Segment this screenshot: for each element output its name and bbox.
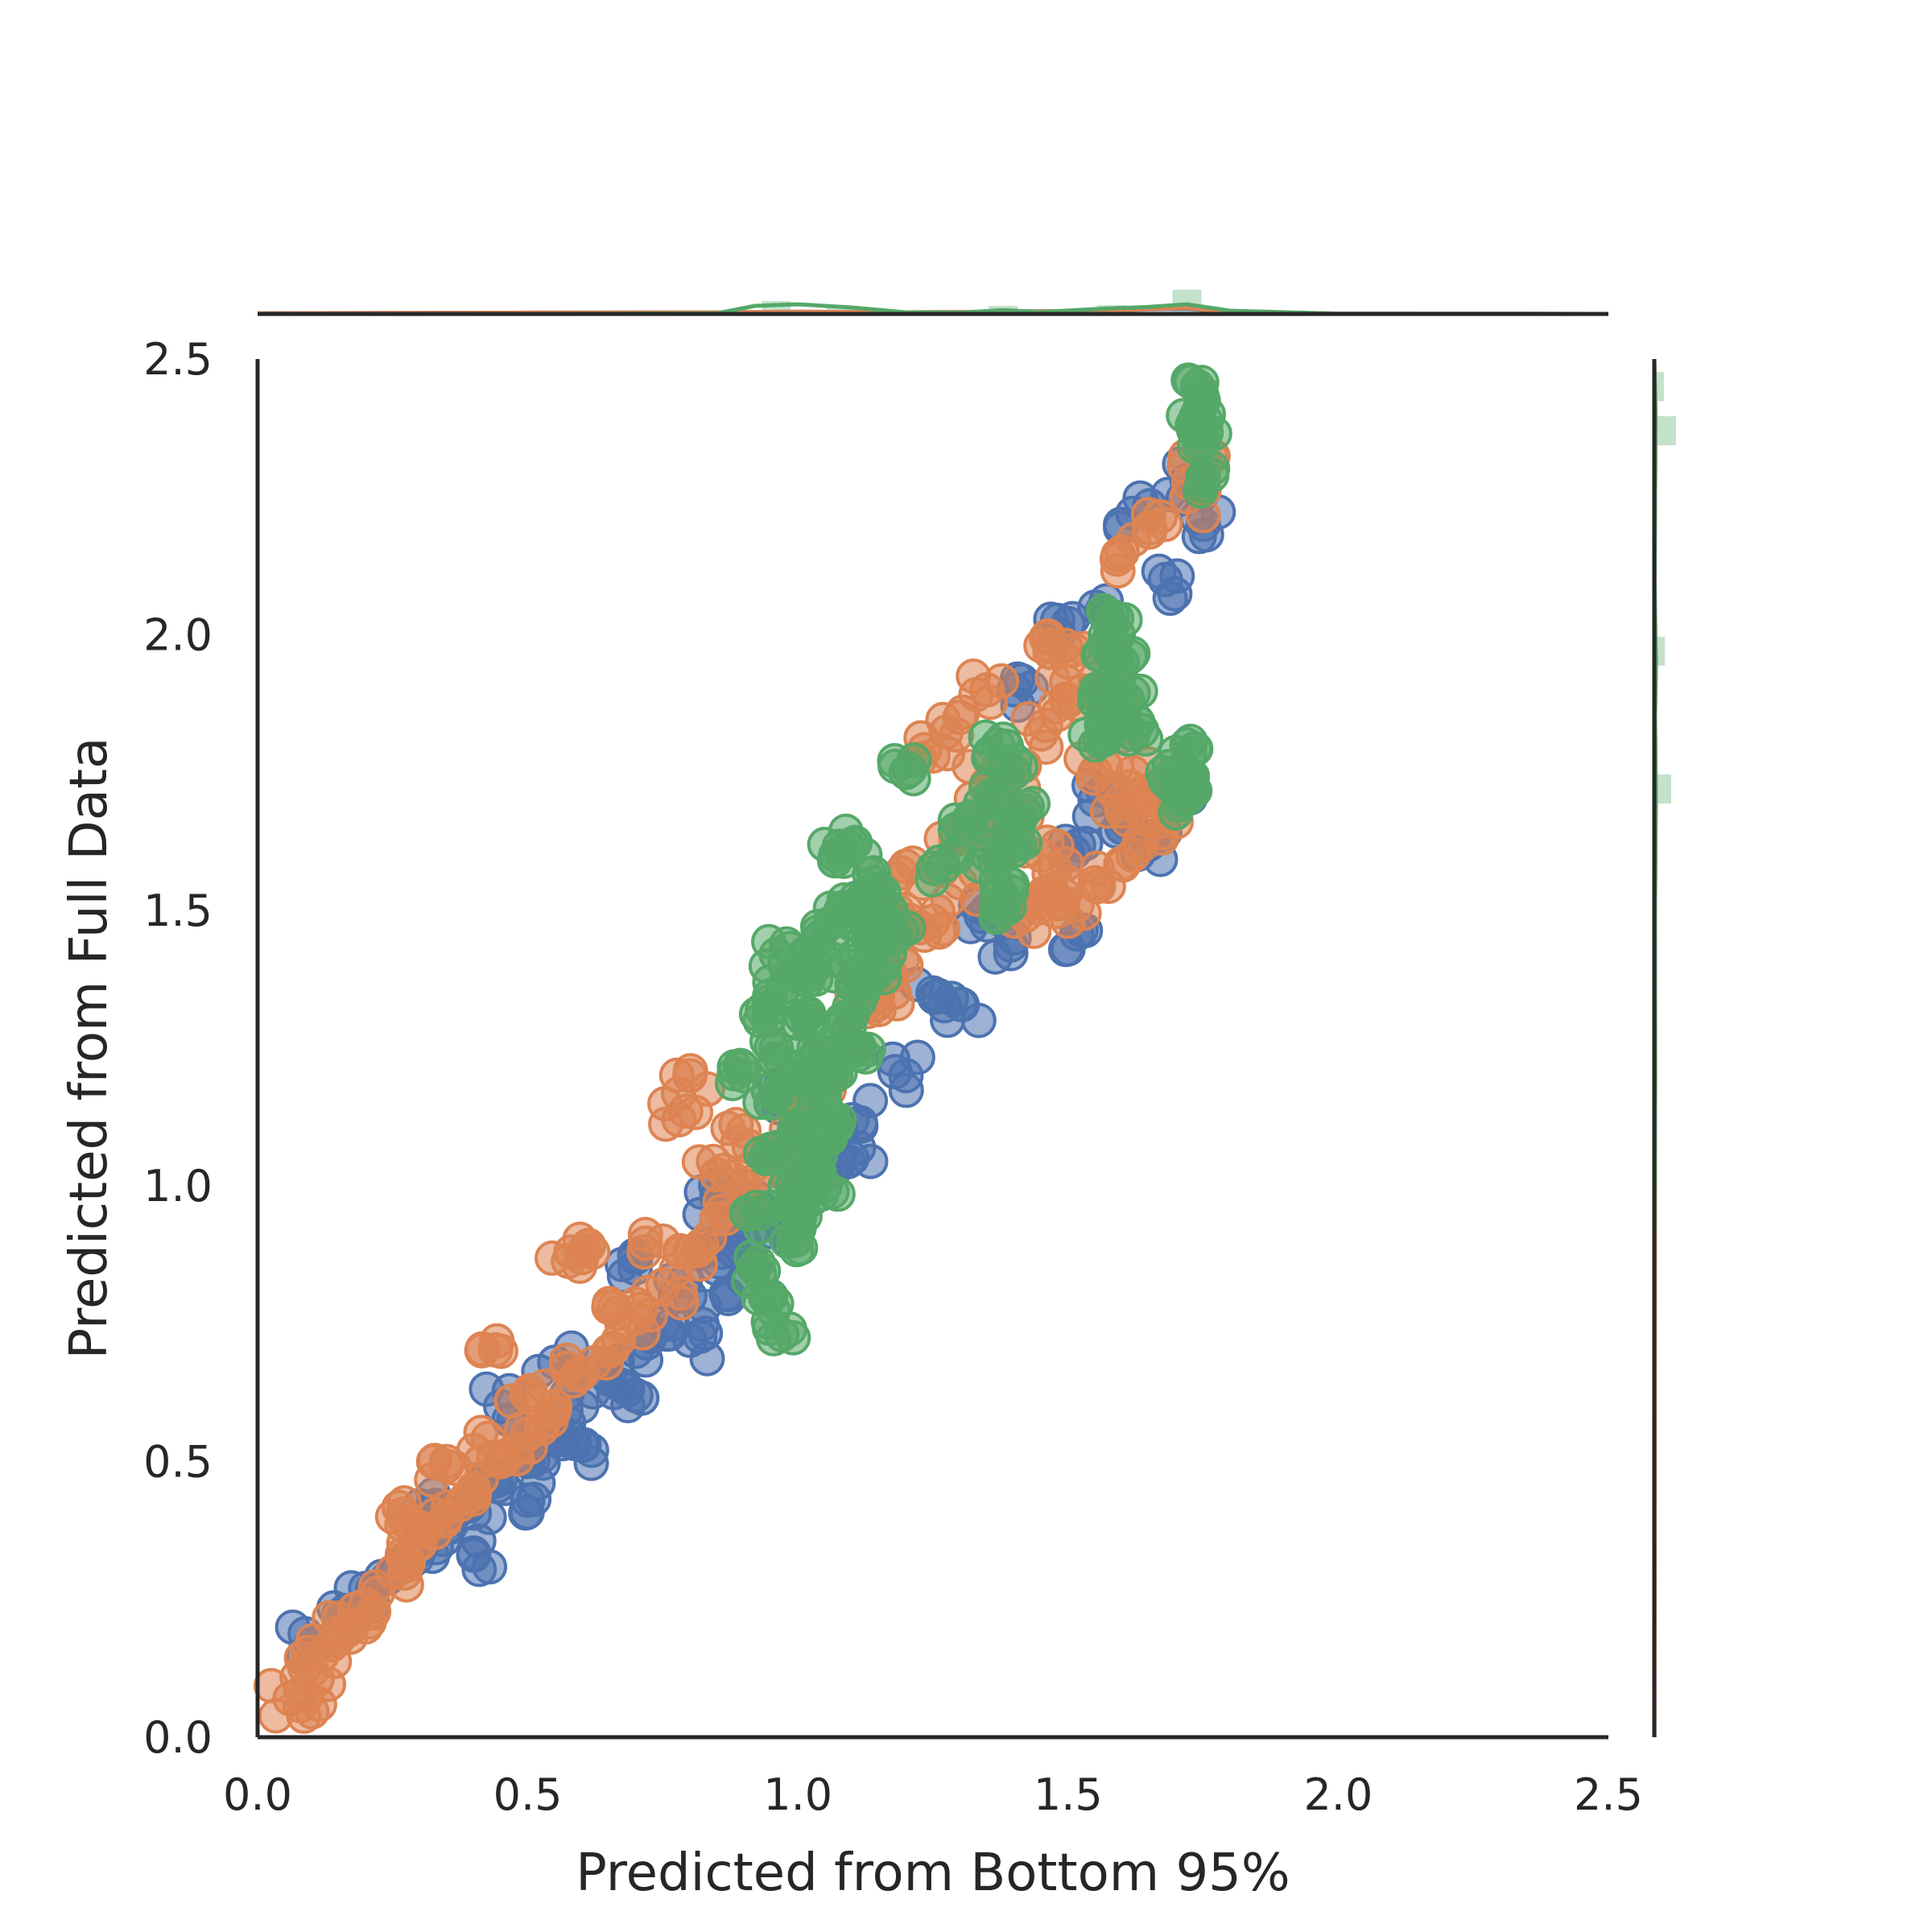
point-orange-76-3 [290, 1634, 326, 1670]
point-blue-29-3 [877, 1054, 913, 1090]
point-green-50-4 [1124, 712, 1160, 749]
y-tick-label: 0.5 [143, 1437, 213, 1488]
point-orange-58-3 [509, 1377, 545, 1413]
point-orange-37-3 [1090, 869, 1126, 904]
point-green-2-4 [742, 1135, 778, 1171]
point-green-31-4 [837, 824, 873, 861]
point-blue-21-3 [456, 1535, 492, 1571]
x-tick-label: 1.0 [763, 1769, 832, 1820]
point-orange-59-3 [605, 1308, 640, 1344]
top-kde-green [258, 302, 1609, 316]
point-orange-71-3 [1028, 620, 1064, 656]
y-tick-label: 2.5 [143, 334, 213, 385]
point-orange-75-3 [332, 1619, 369, 1655]
point-orange-50-2 [678, 1094, 714, 1130]
point-green-42-4 [998, 800, 1034, 836]
point-green-60-4 [724, 1051, 761, 1086]
point-green-6-4 [782, 1230, 819, 1266]
point-green-1-4 [741, 1209, 778, 1245]
x-tick-label: 1.5 [1034, 1769, 1103, 1820]
point-blue-51-3 [917, 979, 953, 1015]
point-green-39-4 [982, 875, 1018, 911]
top-hist-bar [826, 306, 856, 314]
x-tick-label: 0.0 [223, 1769, 292, 1820]
point-green-58-4 [1180, 395, 1216, 431]
point-green-29-4 [794, 1093, 830, 1129]
point-green-61-4 [745, 992, 781, 1028]
point-orange-43-3 [1116, 522, 1152, 558]
point-blue-23-3 [556, 1426, 592, 1462]
point-orange-74-3 [1048, 846, 1084, 882]
point-green-24-4 [866, 960, 902, 996]
point-orange-60-1 [663, 1234, 699, 1270]
point-blue-25-3 [682, 1319, 718, 1355]
x-tick-label: 0.5 [493, 1769, 563, 1820]
point-green-67-4 [864, 909, 900, 945]
point-blue-20-3 [852, 1083, 889, 1119]
point-green-40-4 [988, 762, 1024, 799]
y-tick-label: 2.0 [143, 609, 213, 660]
x-tick-label: 2.0 [1303, 1769, 1373, 1820]
scatter-points [253, 362, 1236, 1734]
y-axis-label: Predicted from Full Data [60, 737, 119, 1360]
point-orange-57-1 [437, 1450, 473, 1486]
point-green-34-4 [921, 844, 957, 880]
point-green-49-4 [1100, 670, 1137, 706]
point-green-59-4 [1183, 468, 1220, 503]
series-green [715, 362, 1232, 1356]
point-blue-30-3 [960, 1002, 997, 1038]
point-green-64-4 [795, 1042, 831, 1078]
point-blue-22-3 [516, 1481, 552, 1517]
point-orange-61-2 [681, 1144, 717, 1180]
point-green-27-4 [787, 1198, 823, 1234]
point-green-20-4 [841, 983, 877, 1019]
point-orange-15-1 [663, 1285, 700, 1321]
right-hist-bar [1654, 774, 1671, 804]
point-orange-52-3 [562, 1221, 598, 1257]
x-tick-label: 2.5 [1574, 1769, 1643, 1820]
point-orange-74-2 [1032, 875, 1068, 911]
point-green-28-4 [798, 1136, 833, 1172]
y-tick-label: 1.5 [143, 886, 213, 936]
point-orange-8-3 [448, 1480, 484, 1517]
point-green-57-4 [1170, 362, 1207, 398]
point-orange-72-3 [956, 658, 992, 694]
point-green-19-4 [850, 1031, 886, 1067]
point-orange-76-1 [311, 1666, 347, 1703]
point-orange-15-2 [630, 1274, 666, 1311]
point-orange-69-3 [1109, 802, 1146, 838]
marginal-right [1652, 358, 1676, 1738]
point-orange-49-3 [672, 1053, 708, 1089]
point-green-26-4 [751, 1311, 787, 1347]
point-green-66-4 [838, 880, 874, 916]
axes [255, 312, 1657, 1740]
point-green-54-4 [1174, 758, 1211, 795]
point-orange-62-3 [710, 1110, 746, 1146]
point-green-48-4 [1099, 638, 1134, 674]
point-orange-50-3 [648, 1106, 683, 1142]
point-orange-57-3 [470, 1420, 506, 1456]
y-tick-label: 1.0 [143, 1161, 213, 1212]
tick-labels: 0.0 0.5 1.0 1.5 2.0 2.5 0.0 0.5 1.0 1.5 2.0 2.5 [143, 334, 1643, 1820]
point-green-32-4 [877, 749, 914, 784]
point-blue-41-3 [1141, 553, 1177, 589]
point-orange-61-3 [712, 1159, 749, 1195]
y-tick-label: 0.0 [143, 1712, 213, 1763]
marginal-top [257, 290, 1609, 316]
x-axis-label: Predicted from Bottom 95% [576, 1843, 1290, 1903]
point-green-63-4 [774, 954, 811, 990]
point-green-10-4 [791, 996, 827, 1032]
point-orange-60-3 [627, 1225, 663, 1261]
right-hist-bar [1654, 416, 1676, 446]
point-orange-53-3 [464, 1332, 500, 1368]
point-orange-56-3 [384, 1507, 420, 1543]
point-orange-52-1 [535, 1240, 570, 1276]
